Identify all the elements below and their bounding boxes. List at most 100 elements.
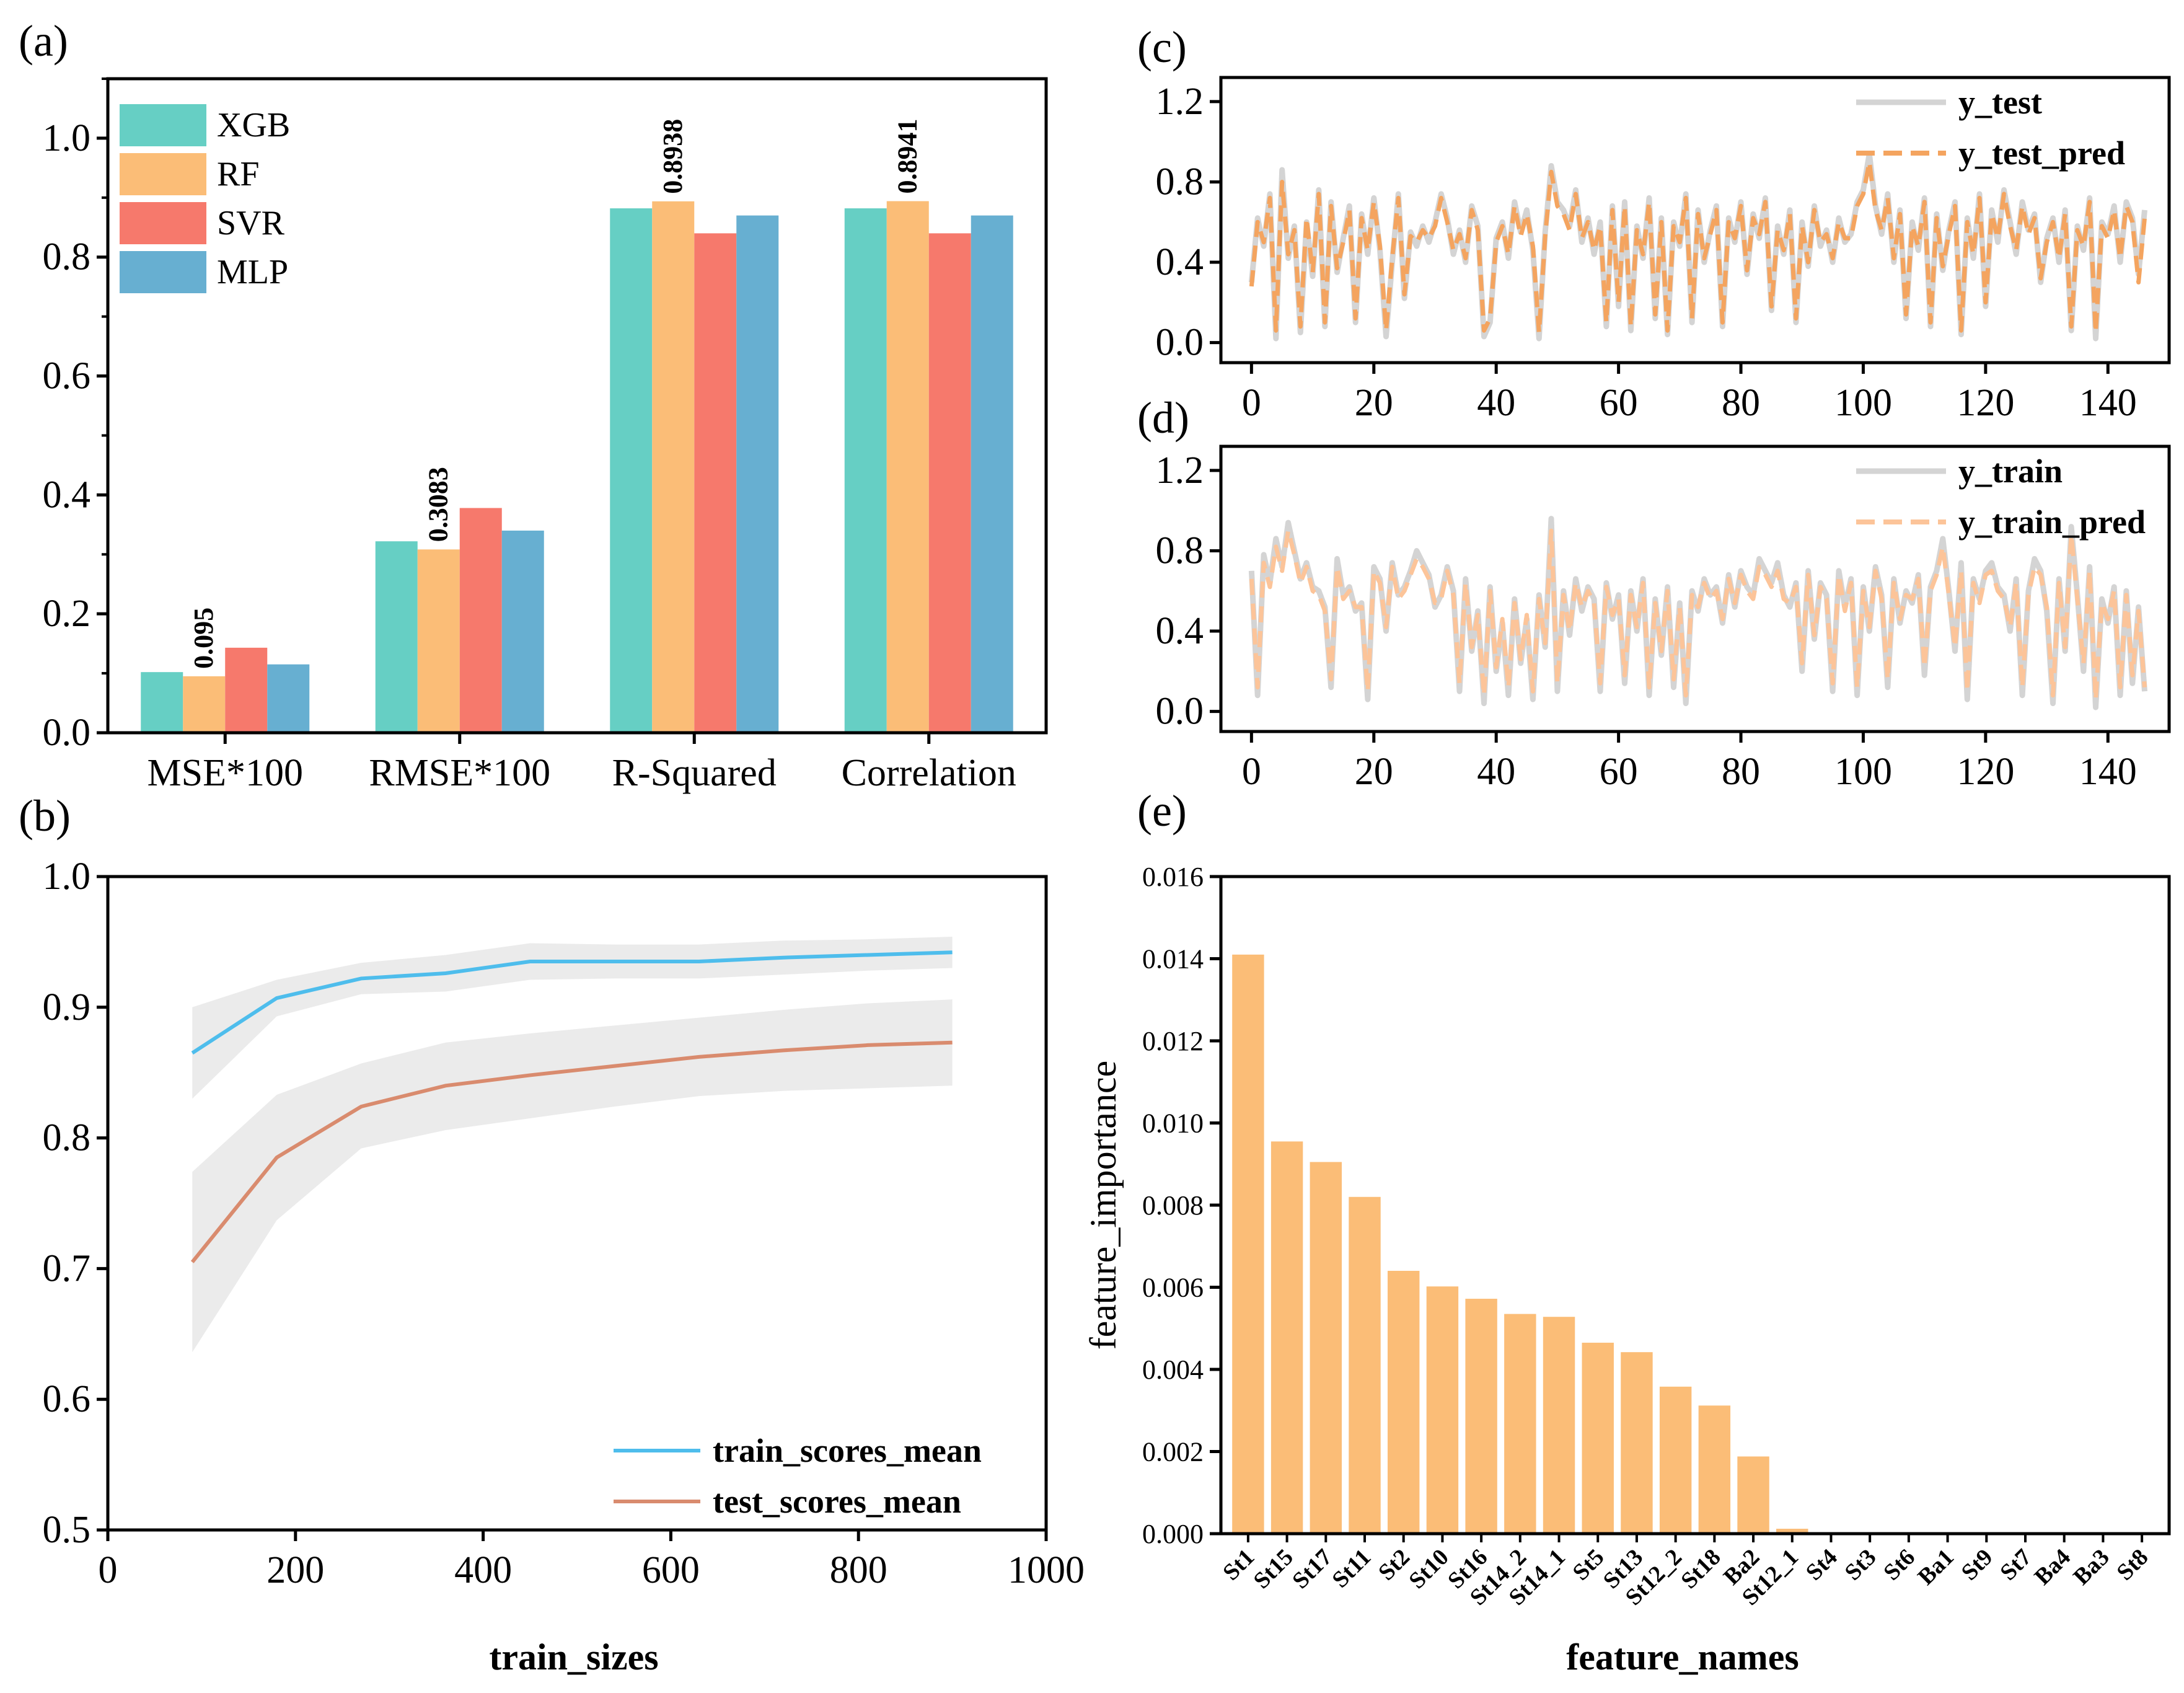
e-xtick-label: Ba3 <box>2068 1544 2115 1591</box>
c-ytick-label: 1.2 <box>1156 81 1204 123</box>
d-xtick-label: 60 <box>1600 751 1638 793</box>
b-xaxis-title: train_sizes <box>489 1637 658 1678</box>
e-ytick-label: 0.004 <box>1142 1355 1204 1385</box>
panel-c-frame <box>1219 76 2171 365</box>
panel-d-frame <box>1219 444 2171 733</box>
a-ytick-label: 1.0 <box>43 117 91 159</box>
a-bar-xgb-0 <box>141 672 183 733</box>
a-bar-svr-0 <box>225 647 268 733</box>
a-bar-mlp-2 <box>736 215 779 733</box>
panel-c-test-predictions: (c) 0.0 0.4 0.8 1.2 0 20 40 60 80 100 120 140 y_test… <box>1137 22 2171 424</box>
d-xtick-label: 80 <box>1722 751 1760 793</box>
e-xtick-label: St18 <box>1676 1544 1725 1594</box>
e-xtick-label: St11 <box>1327 1544 1376 1593</box>
a-xtick-label: R-Squared <box>612 752 777 794</box>
a-ytick-label: 0.6 <box>43 355 91 397</box>
d-line-y_train_pred <box>1249 528 2147 702</box>
e-xaxis-title: feature_names <box>1566 1637 1799 1678</box>
d-xtick-label: 140 <box>2079 751 2137 793</box>
d-line-y_train <box>1248 516 2147 710</box>
b-xtick-label: 0 <box>99 1549 118 1591</box>
d-xtick-label: 100 <box>1834 751 1892 793</box>
panel-b-frame <box>106 875 1048 1532</box>
a-value-label: 0.8941 <box>892 118 923 193</box>
e-bar-st15 <box>1270 1141 1303 1534</box>
b-xtick-label: 400 <box>454 1549 512 1591</box>
d-ytick-label: 0.8 <box>1156 529 1204 572</box>
a-ytick-label: 0.8 <box>43 236 91 278</box>
b-legend-label: test_scores_mean <box>713 1483 961 1520</box>
e-xtick-label: St8 <box>2111 1544 2153 1586</box>
d-xtick-label: 40 <box>1477 751 1515 793</box>
b-ytick-label: 0.8 <box>43 1117 91 1159</box>
a-legend-swatch-rf <box>120 153 206 195</box>
a-ytick-label: 0.0 <box>43 712 91 754</box>
e-xtick-label: St15 <box>1248 1544 1298 1594</box>
d-legend-label: y_train <box>1958 453 2063 490</box>
e-bar-st1 <box>1232 954 1264 1534</box>
d-ytick-label: 1.2 <box>1156 449 1204 492</box>
c-ytick-label: 0.4 <box>1156 241 1204 283</box>
a-legend-swatch-xgb <box>120 104 206 146</box>
a-legend-swatch-svr <box>120 202 206 244</box>
c-xtick-label: 20 <box>1355 382 1393 424</box>
c-xtick-label: 100 <box>1834 382 1892 424</box>
b-legend-label: train_scores_mean <box>713 1432 982 1469</box>
e-yaxis-title: feature_importance <box>1083 1061 1124 1350</box>
d-ytick-label: 0.4 <box>1156 610 1204 652</box>
a-xtick-label: MSE*100 <box>148 752 303 794</box>
e-ytick-label: 0.012 <box>1142 1026 1204 1056</box>
a-legend-label: SVR <box>217 204 285 242</box>
panel-a-frame <box>106 77 1048 735</box>
a-bar-xgb-2 <box>610 208 653 733</box>
d-xtick-label: 120 <box>1957 751 2014 793</box>
b-ytick-label: 0.5 <box>43 1509 91 1551</box>
e-bar-st12_2 <box>1659 1386 1692 1534</box>
c-ytick-label: 0.0 <box>1156 322 1204 364</box>
panel-c-label: (c) <box>1137 22 1187 72</box>
b-ytick-label: 0.7 <box>43 1247 91 1289</box>
panel-b-learning-curve: (b) 0.5 0.6 0.7 0.8 0.9 1.0 0 200 400 600 800 1000 t… <box>19 791 1085 1678</box>
a-xtick-label: RMSE*100 <box>369 752 550 794</box>
e-bar-st14_1 <box>1543 1317 1575 1534</box>
a-bar-svr-2 <box>694 233 737 733</box>
c-xtick-label: 0 <box>1242 382 1261 424</box>
e-ytick-label: 0.014 <box>1142 944 1204 975</box>
d-legend-label: y_train_pred <box>1958 503 2146 541</box>
e-bar-st5 <box>1582 1342 1614 1534</box>
panel-a-label: (a) <box>19 16 68 66</box>
a-xtick-label: Correlation <box>842 752 1016 794</box>
a-bar-mlp-3 <box>971 215 1013 733</box>
panel-e-label: (e) <box>1137 786 1187 836</box>
e-bar-st14_2 <box>1504 1314 1536 1534</box>
e-bar-st13 <box>1621 1352 1653 1534</box>
e-bar-st18 <box>1698 1405 1731 1534</box>
c-xtick-label: 120 <box>1957 382 2014 424</box>
c-legend-label: y_test <box>1958 84 2042 121</box>
a-bar-mlp-1 <box>501 530 544 733</box>
b-band-test_scores_mean <box>192 999 953 1353</box>
a-bar-xgb-3 <box>844 208 887 733</box>
a-legend-label: XGB <box>217 106 290 144</box>
a-bar-rf-0 <box>183 676 226 733</box>
d-ytick-label: 0.0 <box>1156 691 1204 733</box>
a-bar-svr-1 <box>459 508 502 733</box>
b-line-test_scores_mean <box>190 1040 953 1263</box>
b-xtick-label: 600 <box>642 1549 700 1591</box>
e-bar-st16 <box>1465 1299 1497 1534</box>
e-xtick-label: St7 <box>1995 1544 2036 1586</box>
a-bar-rf-1 <box>417 549 460 733</box>
d-xtick-label: 0 <box>1242 751 1261 793</box>
e-ytick-label: 0.002 <box>1142 1437 1204 1467</box>
c-xtick-label: 140 <box>2079 382 2137 424</box>
a-bar-svr-3 <box>928 233 971 733</box>
b-ytick-label: 1.0 <box>43 855 91 898</box>
e-xtick-label: Ba4 <box>2030 1544 2076 1591</box>
a-ytick-label: 0.4 <box>43 474 91 516</box>
c-xtick-label: 40 <box>1477 382 1515 424</box>
e-xtick-label: St4 <box>1801 1544 1843 1586</box>
e-xtick-label: Ba1 <box>1913 1544 1959 1591</box>
a-legend-swatch-mlp <box>120 251 206 293</box>
a-value-label: 0.095 <box>188 608 219 669</box>
